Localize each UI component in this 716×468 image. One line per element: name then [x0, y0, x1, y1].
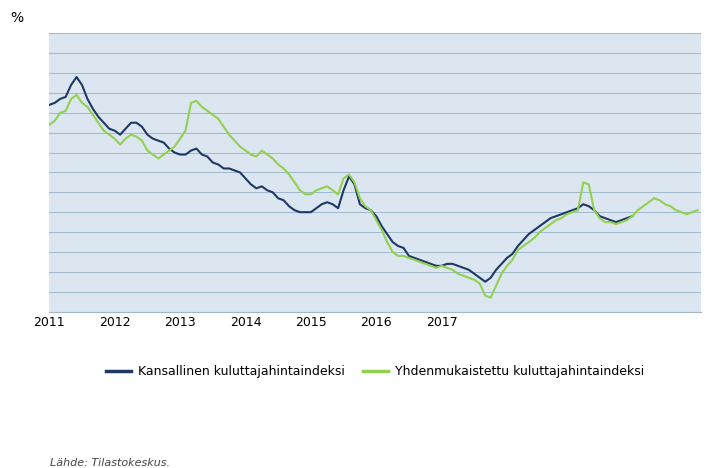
- Y-axis label: %: %: [10, 11, 24, 25]
- Text: Lähde: Tilastokeskus.: Lähde: Tilastokeskus.: [50, 458, 170, 468]
- Legend: Kansallinen kuluttajahintaindeksi, Yhdenmukaistettu kuluttajahintaindeksi: Kansallinen kuluttajahintaindeksi, Yhden…: [102, 360, 649, 383]
